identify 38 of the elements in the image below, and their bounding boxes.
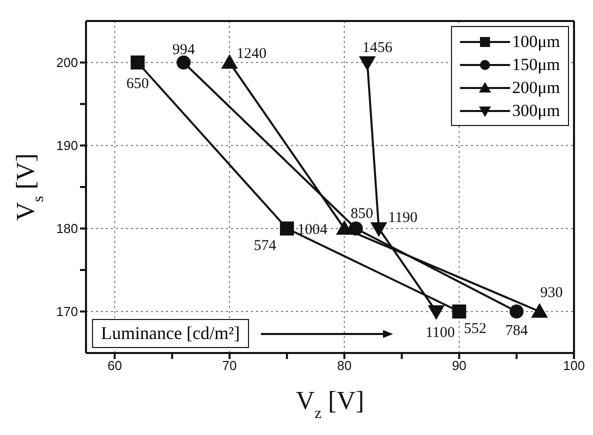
x-tick-label: 60 bbox=[107, 358, 122, 374]
point bbox=[452, 304, 466, 318]
point bbox=[358, 56, 376, 71]
x-tick-label: 70 bbox=[222, 358, 237, 374]
y-tick-label: 190 bbox=[56, 138, 78, 154]
annotation: 784 bbox=[505, 322, 528, 339]
point bbox=[370, 222, 388, 237]
annotation: 1100 bbox=[425, 324, 455, 341]
annotation: 1004 bbox=[297, 222, 328, 238]
y-tick-label: 170 bbox=[56, 304, 78, 320]
x-axis-title: V$_{z}$ [V] bbox=[296, 386, 364, 422]
y-tick-label: 180 bbox=[56, 221, 78, 236]
point bbox=[531, 303, 548, 318]
point bbox=[176, 56, 191, 70]
legend-label: 150μm bbox=[512, 54, 560, 74]
point bbox=[428, 305, 445, 320]
annotation: 1190 bbox=[388, 210, 418, 226]
annotation: 850 bbox=[350, 206, 374, 222]
legend-label: 300μm bbox=[512, 100, 560, 120]
annotation: Luminance [cd/m²] bbox=[92, 319, 249, 348]
annotation: 930 bbox=[540, 284, 563, 301]
y-tick-label: 200 bbox=[56, 55, 78, 70]
annotation: 552 bbox=[464, 320, 486, 337]
annotation: 994 bbox=[172, 42, 196, 58]
legend-label: 100μm bbox=[512, 32, 560, 52]
legend-label: 200μm bbox=[512, 78, 560, 98]
point bbox=[336, 220, 353, 235]
point bbox=[280, 222, 294, 236]
annotation: 1456 bbox=[362, 40, 393, 56]
x-tick-label: 90 bbox=[452, 358, 466, 374]
point bbox=[221, 54, 238, 69]
point bbox=[510, 304, 524, 318]
annotation: 650 bbox=[126, 76, 149, 92]
x-tick-label: 100 bbox=[563, 358, 585, 374]
annotation: 574 bbox=[254, 238, 277, 254]
annotation: 1240 bbox=[236, 46, 267, 62]
point bbox=[130, 56, 145, 70]
x-tick-label: 80 bbox=[337, 358, 352, 374]
